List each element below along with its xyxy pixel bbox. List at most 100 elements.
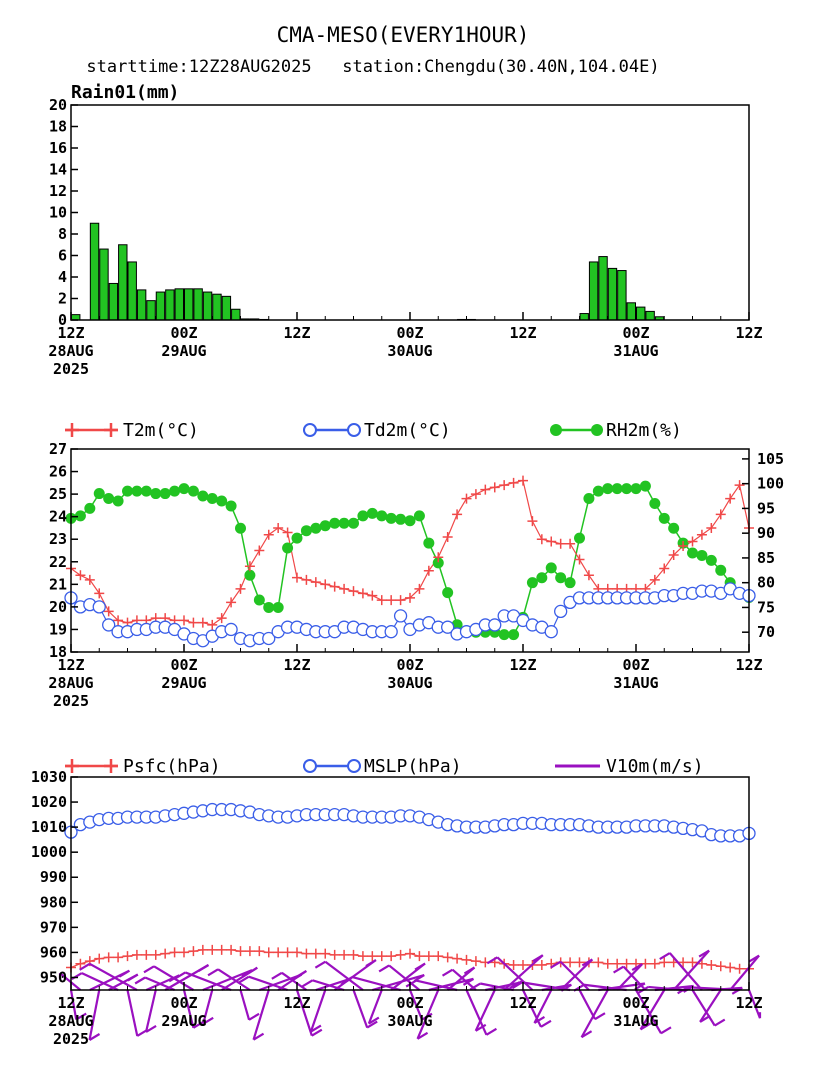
- pressure-y-tick-label: 970: [40, 918, 67, 936]
- t2m-point: [254, 545, 265, 556]
- wind-barb: [729, 954, 760, 991]
- wind-barb-flag: [202, 1016, 214, 1025]
- wind-barb-flag: [486, 956, 498, 965]
- psfc-point: [602, 958, 613, 969]
- temperature-x-tick-label: 12Z: [509, 656, 536, 674]
- psfc-point: [160, 948, 171, 959]
- wind-barb-flag: [469, 982, 481, 991]
- psfc-point: [301, 948, 312, 959]
- t2m-point: [348, 586, 359, 597]
- rh2m-point: [103, 493, 115, 505]
- rh2m-point: [668, 522, 680, 534]
- temperature-x-tick-label: 12Z: [283, 656, 310, 674]
- rain-bar: [174, 288, 184, 321]
- temperature-x-tick-label: 00Z: [622, 656, 649, 674]
- t2m-legend: T2m(°C): [65, 420, 199, 441]
- pressure-y-axis: 950 960 970 980 990 1000 1010 1020 1030: [31, 768, 78, 986]
- rh2m-point: [611, 483, 623, 495]
- t2m-point: [470, 489, 481, 500]
- humidity-y-tick-label: 75: [757, 598, 775, 616]
- td2m-point: [92, 600, 106, 614]
- wind-barb-flag: [134, 976, 146, 985]
- psfc-point: [122, 951, 133, 962]
- rh2m-point: [498, 629, 510, 641]
- rain-bar: [127, 261, 137, 321]
- temperature-x-tick-label: 00Z: [396, 656, 423, 674]
- t2m-legend-marker: [65, 423, 118, 437]
- psfc-point: [131, 949, 142, 960]
- t2m-point: [414, 583, 425, 594]
- rh2m-point: [592, 485, 604, 497]
- wind-barb-flag: [485, 1027, 497, 1036]
- td2m-point: [393, 609, 408, 623]
- rh2m-point: [696, 549, 708, 561]
- psfc-point: [386, 951, 397, 962]
- td2m-legend: Td2m(°C): [303, 420, 451, 441]
- wind-barb: [89, 962, 138, 991]
- t2m-point: [734, 480, 745, 491]
- rh2m-point: [705, 554, 717, 566]
- temperature-x-date-label: 28AUG: [48, 674, 93, 692]
- wind-barb: [699, 989, 722, 1023]
- wind-barb-flag: [699, 1014, 711, 1023]
- wind-barb-flag: [613, 965, 625, 974]
- wind-barb: [578, 989, 596, 1020]
- t2m-point: [339, 583, 350, 594]
- psfc-point: [188, 946, 199, 957]
- rh2m-point: [319, 520, 331, 532]
- psfc-point: [433, 951, 444, 962]
- wind-barb: [248, 975, 288, 992]
- rh2m-point: [206, 493, 218, 505]
- t2m-point: [659, 563, 670, 574]
- temperature-y-tick-label: 20: [49, 598, 67, 616]
- rain-x-tick-label: 12Z: [283, 324, 310, 342]
- pressure-x-tick-label: 12Z: [283, 994, 310, 1012]
- wind-barb-flag: [581, 1030, 593, 1039]
- temperature-y-tick-label: 27: [49, 440, 67, 458]
- td2m-legend-label: Td2m(°C): [364, 420, 451, 441]
- rain-y-axis: 0 2 4 6 8 10 12 14 16 18 20: [49, 96, 78, 329]
- psfc-point: [263, 947, 274, 958]
- psfc-point: [207, 944, 218, 955]
- pressure-x-year-label: 2025: [53, 1030, 89, 1048]
- wind-barb-flag: [463, 966, 476, 975]
- t2m-point: [292, 572, 302, 583]
- wind-barb: [88, 989, 101, 1041]
- wind-barb-flag: [405, 979, 417, 988]
- t2m-point: [423, 565, 434, 576]
- rh2m-point: [225, 500, 237, 512]
- psfc-point: [442, 952, 453, 963]
- pressure-frame: [70, 776, 750, 991]
- rh2m-legend: RH2m(%): [550, 420, 682, 441]
- wind-barb: [144, 976, 176, 992]
- t2m-point: [367, 590, 378, 601]
- rain-bar: [71, 314, 81, 321]
- rain-bar: [636, 306, 646, 321]
- wind-barb: [81, 972, 119, 991]
- wind-barb: [388, 964, 421, 991]
- wind-barb-flag: [310, 1024, 322, 1033]
- temperature-y-tick-label: 23: [49, 530, 67, 548]
- wind-barb-flag: [462, 977, 475, 986]
- mslp-legend-marker: [303, 759, 317, 773]
- t2m-point: [555, 538, 566, 549]
- psfc-legend: Psfc(hPa): [65, 756, 221, 777]
- rh2m-point: [84, 502, 96, 514]
- psfc-point: [367, 951, 378, 962]
- wind-barb-flag: [368, 1016, 380, 1025]
- td2m-point: [488, 618, 502, 632]
- t2m-point: [75, 570, 86, 581]
- t2m-point: [197, 617, 208, 628]
- td2m-point: [384, 625, 398, 639]
- psfc-point: [461, 954, 472, 965]
- psfc-point: [348, 949, 359, 960]
- psfc-point: [659, 957, 670, 968]
- wind-barb: [479, 982, 514, 992]
- rain-x-date-label: 30AUG: [387, 342, 432, 360]
- temperature-x-date-label: 31AUG: [613, 674, 658, 692]
- rh2m-point: [329, 517, 341, 529]
- rain-y-tick-label: 4: [58, 268, 67, 286]
- wind-barb: [639, 989, 666, 1030]
- rh2m-point: [385, 512, 397, 524]
- wind-barb: [496, 956, 534, 991]
